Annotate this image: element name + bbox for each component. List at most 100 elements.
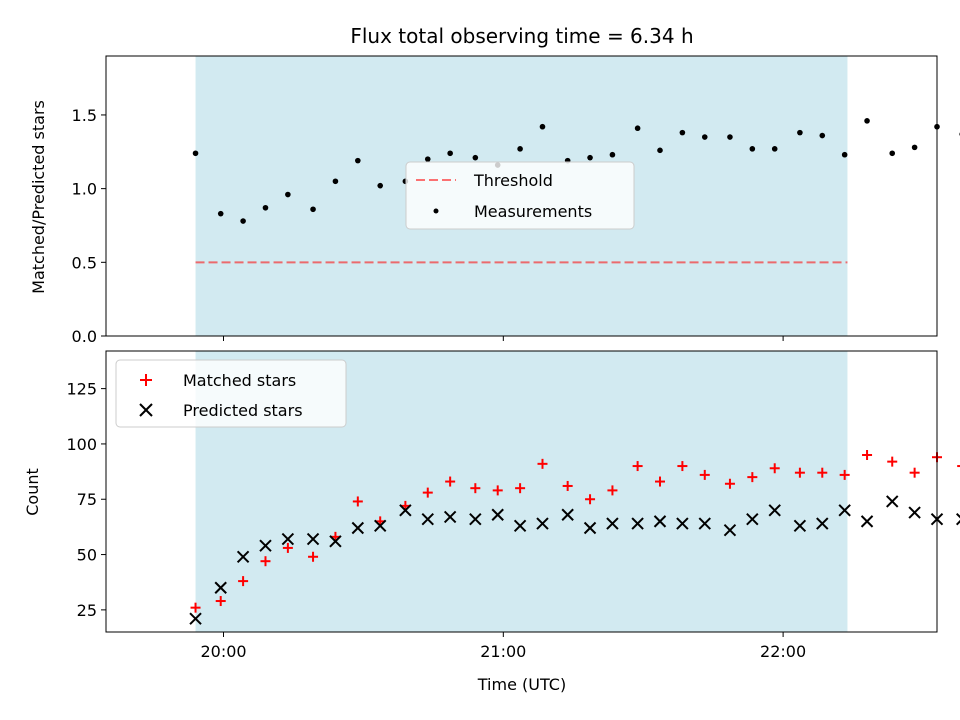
bottom-legend: Matched stars Predicted stars [115,359,347,428]
y-tick-label: 1.0 [72,180,97,199]
predicted-star-point [189,612,202,625]
measurement-points [192,118,960,224]
measurement-point [634,125,641,132]
predicted-star-point [676,517,689,530]
matched-star-point [308,551,319,562]
y-tick-label: 100 [66,435,97,454]
measurement-point [539,123,546,130]
bottom-legend-box [115,359,347,428]
predicted-star-point [281,532,295,546]
predicted-star-point [768,504,781,517]
matched-star-point [470,483,481,494]
x-axis-label: Time (UTC) [477,675,566,694]
x-tick-label: 20:00 [200,642,246,661]
measurement-point [377,182,384,189]
predicted-star-point [306,532,320,546]
matched-star-point [909,467,920,478]
predicted-star-point [373,519,387,533]
top-panel: 0.0 0.5 1.0 1.5 Matched/Predicted stars [29,55,960,346]
matched-star-point [352,496,363,507]
predicted-star-point [886,495,899,508]
matched-star-point [422,487,433,498]
predicted-star-point [860,515,874,528]
predicted-star-point [561,508,574,521]
predicted-star-point [513,519,527,533]
measurement-point [447,150,453,157]
predicted-star-point [698,517,711,530]
top-x-ticks [223,336,784,341]
y-tick-label: 0.0 [72,327,97,346]
predicted-star-point [908,506,921,519]
predicted-star-point [723,524,737,537]
measurement-point [192,150,199,157]
predicted-star-point [746,512,759,526]
matched-star-point [607,485,618,496]
measurement-point [727,134,733,140]
predicted-star-point [259,539,272,552]
predicted-star-point [955,512,960,526]
y-tick-label: 1.5 [72,106,97,125]
measurement-point [355,157,361,164]
top-legend-box [405,161,635,230]
measurement-point [609,151,616,158]
legend-predicted-swatch [139,403,153,417]
matched-star-point [190,602,201,613]
matched-star-point [260,556,271,567]
predicted-star-point [236,550,250,563]
predicted-star-point [214,581,227,594]
y-tick-label: 125 [66,380,97,399]
y-tick-label: 75 [77,490,97,509]
matched-star-point [887,456,898,467]
measurement-point [841,151,848,158]
measurement-point [285,191,291,198]
measurement-point [517,146,523,152]
y-tick-label: 0.5 [72,253,97,272]
matched-star-point [445,476,456,487]
predicted-star-point [606,517,619,530]
measurement-point [749,146,756,152]
x-tick-label: 21:00 [480,642,526,661]
measurement-point [864,118,870,124]
measurement-point [332,178,339,185]
predicted-star-point [469,512,482,526]
measurement-point [771,146,778,152]
predicted-stars-points [189,495,960,625]
predicted-star-point [491,508,504,521]
y-tick-label: 25 [77,601,97,620]
matched-star-point [677,461,688,472]
predicted-star-point [631,517,644,530]
measurement-point [217,210,224,217]
matched-star-point [747,472,758,483]
matched-star-point [238,576,249,587]
predicted-star-point [816,517,829,530]
matched-star-point [282,542,293,553]
measurement-point [262,204,269,211]
predicted-star-point [653,515,667,528]
matched-star-point [537,458,548,469]
measurement-point [240,218,246,224]
matched-star-point [562,480,573,491]
matched-star-point [215,596,226,607]
measurement-point [424,156,431,162]
matched-star-point [492,485,503,496]
matched-star-point [585,494,596,505]
measurement-point [701,134,708,140]
predicted-star-point [443,510,457,524]
measurement-point [889,150,896,157]
matched-star-point [817,467,828,478]
matched-star-point [699,469,710,480]
predicted-star-point [536,517,549,530]
top-legend: Threshold Measurements [405,161,635,230]
matched-star-point [794,467,805,478]
matched-star-point [515,483,526,494]
matched-star-point [957,465,960,468]
matched-star-point [724,478,735,489]
predicted-star-point [329,535,342,548]
measurement-point [911,144,918,151]
predicted-star-point [838,504,851,517]
matched-star-point [769,463,780,474]
bottom-plot-frame [105,350,938,633]
measurement-point [310,206,316,213]
